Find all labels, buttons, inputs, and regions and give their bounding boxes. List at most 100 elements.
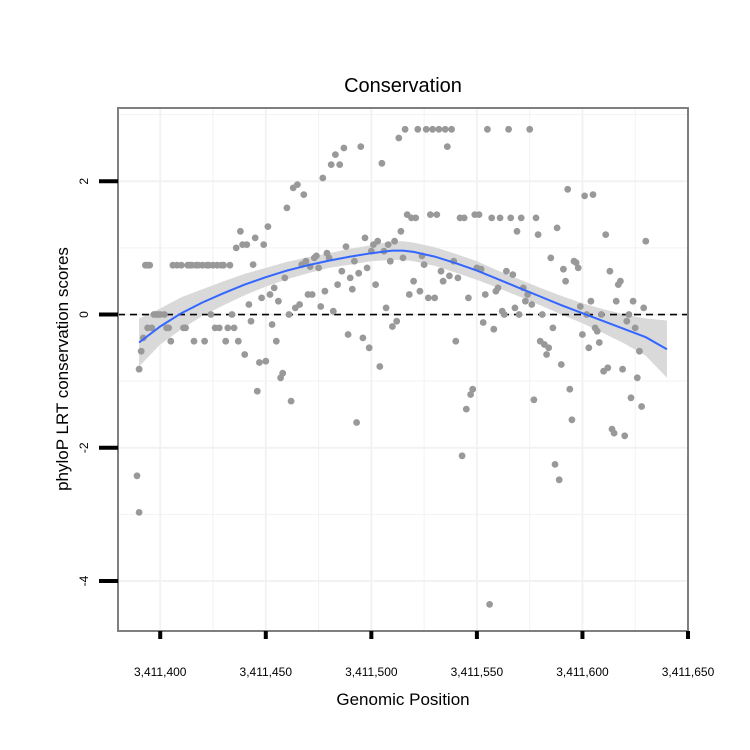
data-point [431,294,439,302]
data-point [319,174,327,182]
data-point [469,385,477,393]
data-point [437,267,445,275]
data-point [435,125,443,133]
data-point [422,125,430,133]
data-point [642,237,650,245]
data-point [376,363,384,370]
data-point [327,161,335,169]
data-point [621,432,629,440]
data-point [522,297,529,305]
data-point [393,317,401,325]
data-point [344,331,352,338]
data-point [593,327,601,335]
data-point [399,254,407,262]
data-point [625,311,633,318]
chart-title: Conservation [344,75,462,97]
data-point [604,364,612,372]
data-point [638,403,645,410]
data-point [340,144,348,152]
data-point [363,264,371,272]
data-point [359,334,367,342]
data-point [452,337,460,345]
data-point [249,261,257,268]
data-point [585,344,593,352]
y-tick-label: -2 [77,442,91,453]
data-point [549,324,557,332]
data-point [602,231,610,239]
data-point [424,294,432,302]
data-point [378,159,386,167]
data-point [342,243,350,251]
data-point [530,396,538,404]
data-point [465,294,472,302]
data-point [595,339,603,346]
data-point [386,257,394,265]
data-point [610,429,618,437]
axis-layer: 3,411,400 3,411,450 3,411,500 3,411,550 3,41… [77,178,715,679]
data-point [500,311,508,318]
x-tick-label: 3,411,500 [345,665,398,679]
data-point [401,125,409,133]
data-point [562,277,569,285]
data-point [557,361,565,368]
data-point [391,237,398,245]
y-tick-label: 2 [77,178,91,185]
data-point [262,357,270,365]
data-point [460,214,468,222]
data-point [222,337,230,345]
data-point [555,476,563,484]
data-point [351,257,358,265]
data-point [266,291,274,298]
data-point [357,143,365,151]
data-point [287,397,295,405]
data-point [296,301,303,308]
data-point [574,264,582,272]
data-point [572,259,580,266]
data-point [329,307,337,315]
data-point [414,125,422,133]
data-point [631,324,639,332]
data-point [486,601,493,608]
data-point [135,509,143,516]
data-point [247,317,255,325]
data-point [412,214,420,222]
x-tick-label: 3,411,450 [240,665,293,679]
x-tick-label: 3,411,650 [662,665,715,679]
data-point [243,241,251,249]
data-point [509,271,517,278]
y-axis-label: phyloP LRT conservation scores [53,247,72,491]
data-point [579,331,586,338]
data-point [507,214,515,222]
data-point [334,281,341,288]
data-point [182,324,190,332]
data-point [490,325,498,333]
data-point [441,125,449,133]
data-point [384,241,392,249]
data-point [627,394,635,402]
data-point [488,214,496,222]
data-point [161,311,168,318]
data-point [454,274,462,282]
data-point [553,224,561,232]
data-point [405,291,413,298]
data-point [260,241,268,249]
data-point [177,261,185,269]
data-point [230,324,238,332]
data-point [281,274,289,282]
data-point [346,274,354,282]
x-axis-label: Genomic Position [336,690,469,709]
data-point [503,267,510,275]
data-point [220,261,228,269]
data-point [439,277,447,285]
confidence-band [139,241,667,378]
data-point [589,191,597,199]
data-point [372,281,379,288]
data-point [484,125,491,133]
data-point [237,227,244,235]
data-point [513,227,521,235]
y-tick-label: 0 [77,311,91,318]
data-point [581,192,588,200]
data-point [623,317,631,325]
data-point [410,277,417,285]
data-point [427,211,434,219]
